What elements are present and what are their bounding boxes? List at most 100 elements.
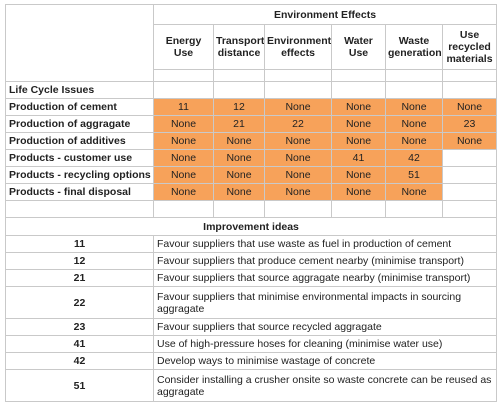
effect-cell: None [153,149,214,167]
lifecycle-issue-label: Products - customer use [5,149,154,167]
spacer-cell [264,69,332,82]
idea-code: 42 [5,352,154,370]
idea-text: Consider installing a crusher onsite so … [152,369,498,402]
idea-row: 41 Use of high-pressure hoses for cleanin… [5,335,498,353]
effect-cell: None [264,98,332,116]
effect-cell: None [153,166,214,184]
effect-cell: None [331,132,386,150]
effect-cell: None [264,166,332,184]
lifecycle-row: Production of aggragate None 21 22 None None 2… [5,115,498,133]
effect-cell: None [331,183,386,201]
idea-text: Favour suppliers that source aggragate n… [152,269,498,287]
effect-cell: None [441,98,498,116]
idea-code: 12 [5,252,154,270]
idea-code: 51 [5,369,154,402]
effect-cell: None [213,149,265,167]
spacer-cell [264,81,332,99]
effect-cell: None [213,183,265,201]
spacer-cell [153,81,214,99]
effect-cell: 21 [213,115,265,133]
idea-row: 21 Favour suppliers that source aggragate… [5,269,498,287]
lifecycle-row: Production of cement 11 12 None None None None [5,98,498,116]
lifecycle-issue-label: Production of cement [5,98,154,116]
spacer-cell [331,200,386,218]
effect-cell: 41 [331,149,386,167]
idea-row: 12 Favour suppliers that produce cement n… [5,252,498,270]
col-header-use-recycled-materials: Use recycled materials [441,24,498,70]
effect-cell: None [213,166,265,184]
spacer-cell [213,69,265,82]
spacer-cell [264,200,332,218]
idea-code: 41 [5,335,154,353]
effect-cell: None [385,98,443,116]
effect-cell: None [385,115,443,133]
idea-text: Favour suppliers that source recycled ag… [152,318,498,336]
lifecycle-issue-label: Products - final disposal [5,183,154,201]
effect-cell: 23 [441,115,498,133]
effect-cell: 42 [385,149,443,167]
spacer-cell [441,81,498,99]
spacer-cell [441,69,498,82]
effect-cell: None [153,183,214,201]
idea-row: 42 Develop ways to minimise wastage of co… [5,352,498,370]
spacer-cell [385,69,443,82]
idea-text: Favour suppliers that produce cement nea… [152,252,498,270]
lifecycle-row: Products - final disposal None None None Non… [5,183,498,201]
effect-cell: 12 [213,98,265,116]
effect-cell [441,149,498,167]
idea-code: 23 [5,318,154,336]
effect-cell: None [441,132,498,150]
environment-effects-table: Environment Effects Energy Use Transport… [4,4,498,402]
effect-cell: None [264,149,332,167]
idea-row: 22 Favour suppliers that minimise environ… [5,286,498,319]
effect-cell: 51 [385,166,443,184]
lifecycle-row: Products - recycling options None None None… [5,166,498,184]
idea-row: 23 Favour suppliers that source recycled … [5,318,498,336]
effect-cell: None [153,132,214,150]
spacer-cell [331,81,386,99]
idea-code: 21 [5,269,154,287]
spacer-cell [153,200,214,218]
idea-code: 11 [5,235,154,253]
idea-text: Favour suppliers that use waste as fuel … [152,235,498,253]
idea-text: Develop ways to minimise wastage of conc… [152,352,498,370]
idea-text: Favour suppliers that minimise environme… [152,286,498,319]
idea-row: 11 Favour suppliers that use waste as fue… [5,235,498,253]
idea-row: 51 Consider installing a crusher onsite s… [5,369,498,402]
life-cycle-issues-label: Life Cycle Issues [5,81,154,99]
corner-cell [5,4,154,82]
effect-cell: None [331,166,386,184]
environment-effects-header: Environment Effects [152,4,498,25]
effect-cell: None [264,183,332,201]
spacer-cell [153,69,214,82]
lifecycle-row: Production of additives None None None None N… [5,132,498,150]
spacer-cell [5,200,154,218]
effect-cell: None [331,98,386,116]
effect-cell: None [385,132,443,150]
spacer-cell [213,81,265,99]
spacer-cell [331,69,386,82]
effect-cell: None [213,132,265,150]
col-header-environment-effects: Environment effects [264,24,332,70]
col-header-transport-distance: Transport distance [213,24,265,70]
lifecycle-issue-label: Production of aggragate [5,115,154,133]
col-header-waste-generation: Waste generation [385,24,443,70]
spacer-cell [441,200,498,218]
effect-cell: 22 [264,115,332,133]
improvement-ideas-title: Improvement ideas [4,217,498,236]
idea-code: 22 [5,286,154,319]
lifecycle-row: Products - customer use None None None 41 42 [5,149,498,167]
col-header-energy-use: Energy Use [153,24,214,70]
effect-cell: None [331,115,386,133]
effect-cell: 11 [153,98,214,116]
effect-cell [441,166,498,184]
col-header-water-use: Water Use [331,24,386,70]
effect-cell: None [153,115,214,133]
spacer-cell [213,200,265,218]
lifecycle-issue-label: Products - recycling options [5,166,154,184]
effect-cell: None [264,132,332,150]
spacer-cell [385,200,443,218]
effect-cell: None [385,183,443,201]
spacer-cell [385,81,443,99]
idea-text: Use of high-pressure hoses for cleaning … [152,335,498,353]
